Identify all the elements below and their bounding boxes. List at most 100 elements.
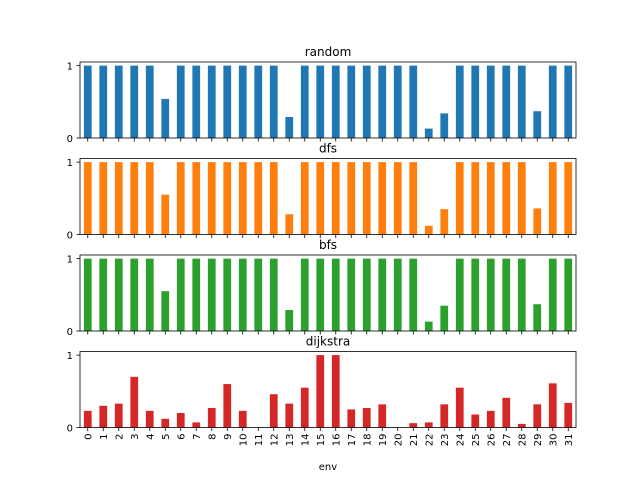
bar-dfs-18: [362, 162, 371, 235]
bar-random-27: [502, 65, 511, 138]
bar-dijkstra-28: [517, 423, 526, 428]
x-tick-label-28: 28: [517, 434, 528, 447]
y-tick-label-random-0: 0: [67, 134, 73, 145]
bar-dfs-30: [548, 162, 557, 235]
bar-bfs-22: [424, 321, 433, 331]
bar-random-18: [362, 65, 371, 138]
x-tick-label-5: 5: [161, 434, 172, 440]
bar-dfs-0: [83, 162, 92, 235]
x-tick-label-6: 6: [176, 434, 187, 440]
subplot-title-bfs: bfs: [319, 238, 337, 252]
bar-dfs-7: [192, 162, 201, 235]
bar-dijkstra-15: [316, 355, 325, 428]
x-tick-label-27: 27: [502, 434, 513, 447]
bar-random-12: [269, 65, 278, 138]
bar-dfs-20: [393, 162, 402, 235]
bar-dfs-16: [331, 162, 340, 235]
bar-random-10: [238, 65, 247, 138]
bar-random-20: [393, 65, 402, 138]
bar-bfs-15: [316, 258, 325, 331]
bar-random-24: [455, 65, 464, 138]
bar-dijkstra-26: [486, 410, 495, 428]
bar-random-30: [548, 65, 557, 138]
bar-dfs-19: [378, 162, 387, 235]
x-tick-label-20: 20: [393, 434, 404, 447]
bar-random-26: [486, 65, 495, 138]
bar-random-0: [83, 65, 92, 138]
x-tick-label-9: 9: [223, 434, 234, 440]
bar-bfs-29: [533, 304, 542, 331]
bar-dijkstra-17: [347, 409, 356, 428]
bar-dfs-27: [502, 162, 511, 235]
bar-dijkstra-30: [548, 383, 557, 428]
x-tick-label-8: 8: [207, 434, 218, 440]
x-tick-label-29: 29: [533, 434, 544, 447]
bar-bfs-28: [517, 258, 526, 331]
x-tick-label-26: 26: [486, 434, 497, 447]
bar-random-5: [161, 98, 170, 138]
bar-bfs-3: [130, 258, 139, 331]
bar-bfs-14: [300, 258, 309, 331]
bar-dijkstra-0: [83, 410, 92, 428]
bar-dfs-28: [517, 162, 526, 235]
subplot-title-dijkstra: dijkstra: [306, 335, 350, 349]
bar-dijkstra-31: [564, 402, 573, 428]
bar-bfs-16: [331, 258, 340, 331]
bar-dfs-6: [176, 162, 185, 235]
bar-random-6: [176, 65, 185, 138]
bar-random-1: [99, 65, 108, 138]
bar-bfs-23: [440, 305, 449, 331]
bar-dfs-12: [269, 162, 278, 235]
bar-bfs-30: [548, 258, 557, 331]
bar-bfs-2: [114, 258, 123, 331]
bar-bfs-11: [254, 258, 263, 331]
bar-bfs-4: [145, 258, 154, 331]
bar-dijkstra-14: [300, 387, 309, 428]
bar-dijkstra-1: [99, 405, 108, 428]
bar-dfs-1: [99, 162, 108, 235]
bar-random-11: [254, 65, 263, 138]
bar-dfs-17: [347, 162, 356, 235]
x-tick-label-15: 15: [316, 434, 327, 447]
bar-dijkstra-18: [362, 407, 371, 428]
x-tick-label-4: 4: [145, 434, 156, 440]
bar-dfs-13: [285, 214, 294, 235]
bar-random-15: [316, 65, 325, 138]
x-tick-label-0: 0: [83, 434, 94, 440]
bar-dijkstra-16: [331, 355, 340, 428]
bar-random-3: [130, 65, 139, 138]
bar-bfs-24: [455, 258, 464, 331]
bar-bfs-13: [285, 310, 294, 331]
bar-dfs-23: [440, 209, 449, 235]
bar-bfs-18: [362, 258, 371, 331]
bar-dijkstra-29: [533, 404, 542, 428]
y-tick-label-dfs-0: 0: [67, 231, 73, 242]
bar-dfs-5: [161, 194, 170, 235]
x-tick-label-30: 30: [548, 434, 559, 447]
x-tick-label-31: 31: [564, 434, 575, 447]
bar-dfs-2: [114, 162, 123, 235]
bar-dijkstra-8: [207, 407, 216, 428]
bar-dijkstra-24: [455, 387, 464, 428]
bar-random-21: [409, 65, 418, 138]
bar-dijkstra-7: [192, 422, 201, 428]
x-tick-label-16: 16: [331, 434, 342, 447]
bar-dijkstra-13: [285, 403, 294, 428]
bar-dijkstra-10: [238, 410, 247, 428]
bar-bfs-19: [378, 258, 387, 331]
bar-bfs-31: [564, 258, 573, 331]
subplot-title-dfs: dfs: [319, 142, 337, 156]
x-tick-label-19: 19: [378, 434, 389, 447]
subplot-bfs: 0 1 bfs: [67, 238, 577, 338]
bar-dfs-24: [455, 162, 464, 235]
bar-dfs-10: [238, 162, 247, 235]
bar-random-16: [331, 65, 340, 138]
x-axis-label: env: [319, 462, 337, 473]
bar-random-8: [207, 65, 216, 138]
bar-random-19: [378, 65, 387, 138]
bar-dfs-29: [533, 208, 542, 235]
bar-dfs-31: [564, 162, 573, 235]
bar-dijkstra-4: [145, 410, 154, 428]
x-tick-label-10: 10: [238, 434, 249, 447]
